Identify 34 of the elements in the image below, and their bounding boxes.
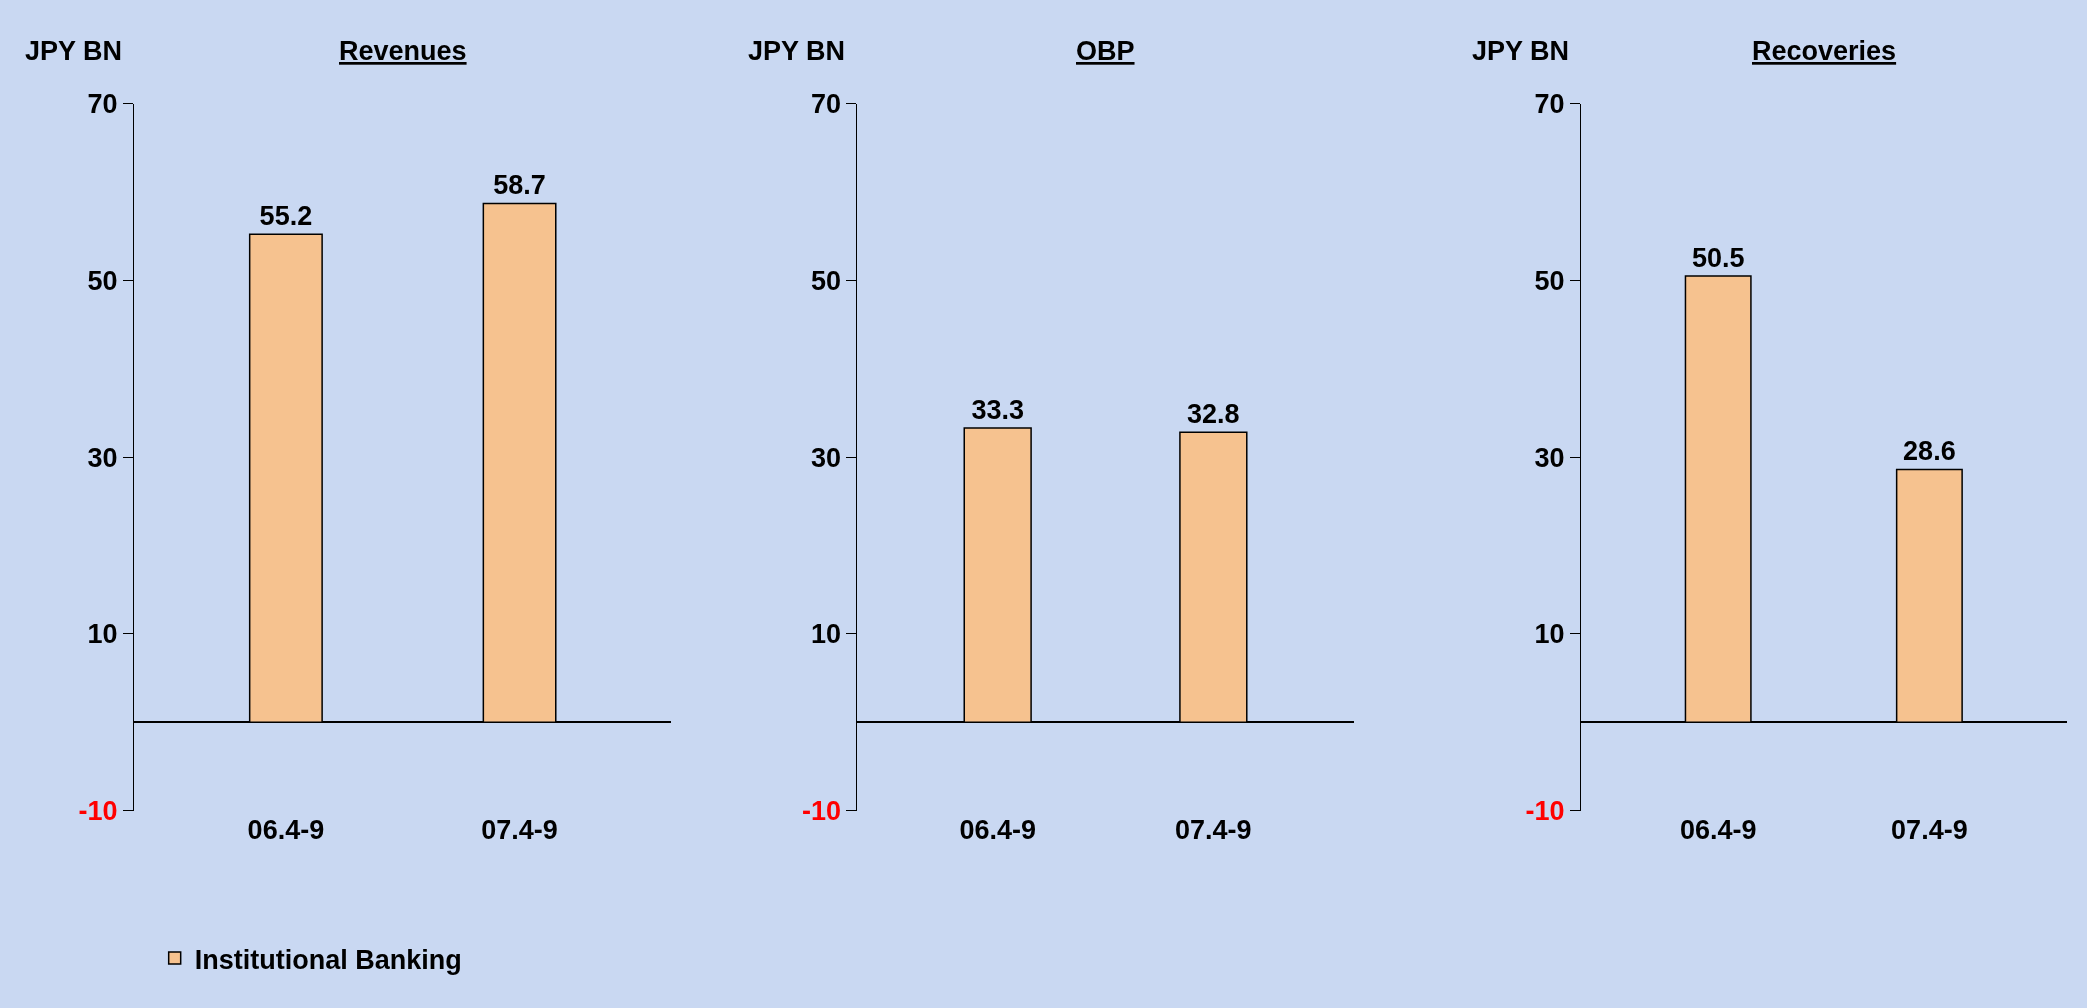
y-axis-title: JPY BN [1472,36,1570,66]
chart-title: OBP [1076,36,1135,66]
x-tick-label: 07.4-9 [1175,814,1252,845]
y-tick-label: 10 [811,619,842,650]
chart-title: Recoveries [1752,36,1897,66]
y-tick-label: -10 [802,796,842,827]
data-label: 32.8 [1187,399,1240,430]
x-tick-label: 06.4-9 [247,814,325,845]
y-tick-label: 70 [811,89,842,120]
x-tick-label: 07.4-9 [481,814,558,845]
y-axis-title: JPY BN [748,36,846,66]
y-tick-label: 30 [87,442,118,473]
x-tick-label: 06.4-9 [1679,814,1757,845]
data-label: 33.3 [971,394,1024,425]
data-label: 50.5 [1691,242,1745,273]
y-tick-label: -10 [1525,796,1565,827]
y-tick-label: 10 [1534,619,1565,650]
chart-title: Revenues [339,36,467,66]
y-tick-label: 10 [87,619,118,650]
data-label: 28.6 [1903,436,1956,467]
x-tick-label: 07.4-9 [1891,814,1968,845]
y-tick-label: 70 [87,89,118,120]
legend-label: Institutional Banking [194,944,462,975]
y-tick-label: 30 [1534,442,1565,473]
y-tick-label: 50 [811,265,842,296]
y-tick-label: 70 [1534,89,1565,120]
data-label: 58.7 [493,170,546,201]
y-tick-label: 50 [1534,265,1565,296]
y-tick-label: -10 [78,796,118,827]
y-tick-label: 30 [811,442,842,473]
y-axis-title: JPY BN [25,36,123,66]
data-label: 55.2 [259,201,313,232]
x-tick-label: 06.4-9 [959,814,1036,845]
y-tick-label: 50 [87,265,118,296]
